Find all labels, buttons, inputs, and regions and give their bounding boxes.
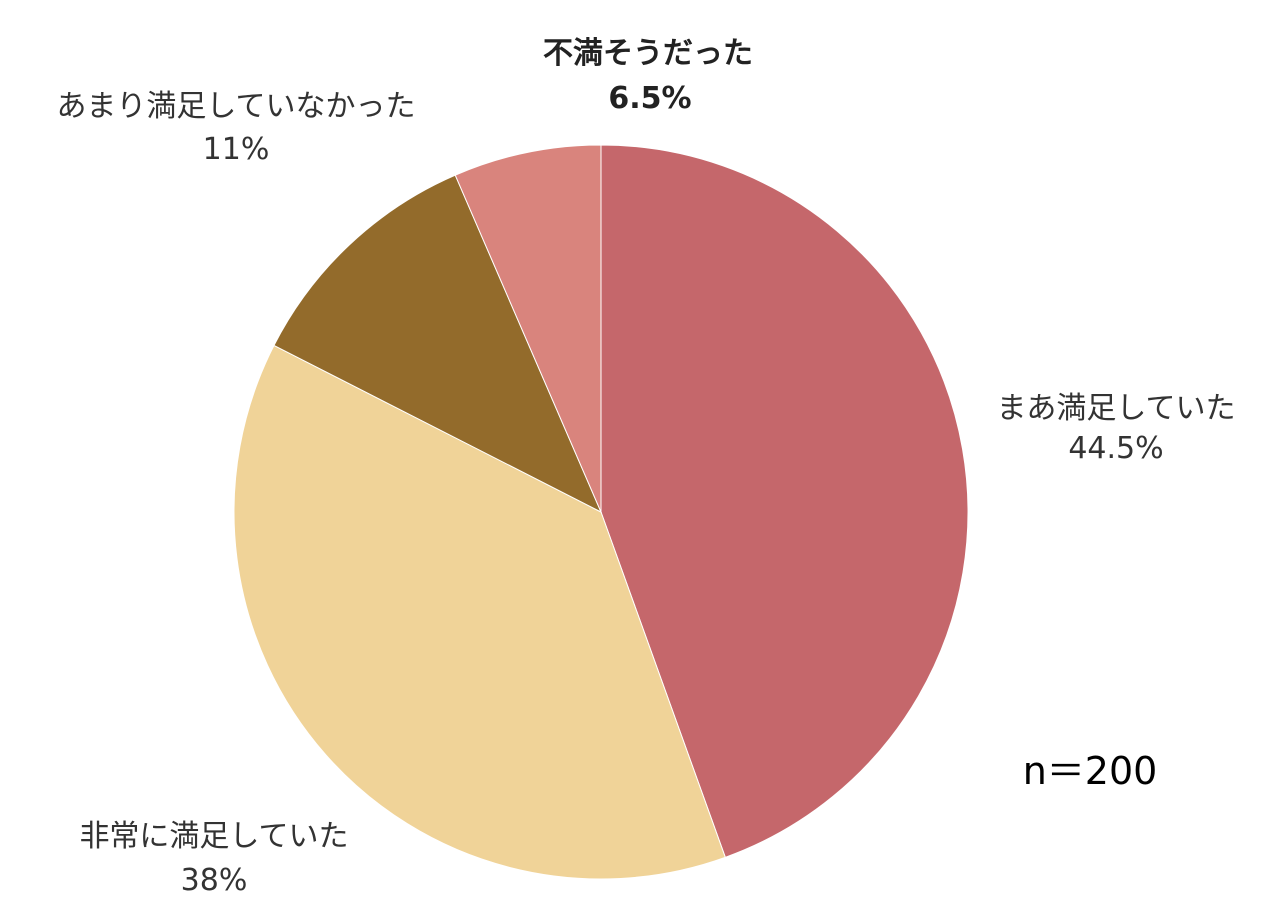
pie-slice-2: [273, 174, 603, 514]
slice-value-1: 38%: [181, 863, 248, 898]
slice-value-3: 6.5%: [608, 81, 691, 116]
pie-slice-0: [600, 144, 969, 858]
slice-label-group-1: 非常に満足していた 38%: [79, 819, 348, 898]
slice-label-group-3: 不満そうだった 6.5%: [543, 36, 753, 116]
slice-label-3: 不満そうだった: [543, 36, 753, 71]
slice-label-1: 非常に満足していた: [79, 819, 348, 854]
sample-size-note: n＝200: [1023, 749, 1158, 793]
slice-value-0: 44.5%: [1068, 431, 1163, 466]
pie-slice-1: [233, 344, 726, 880]
slice-label-group-2: あまり満足していなかった 11%: [56, 89, 415, 167]
pie-slices: [233, 144, 969, 880]
pie-slice-3: [454, 144, 602, 513]
slice-label-group-0: まあ満足していた 44.5%: [996, 391, 1235, 466]
slice-label-0: まあ満足していた: [996, 391, 1235, 426]
slice-label-2: あまり満足していなかった: [56, 89, 415, 124]
slice-value-2: 11%: [203, 132, 270, 167]
